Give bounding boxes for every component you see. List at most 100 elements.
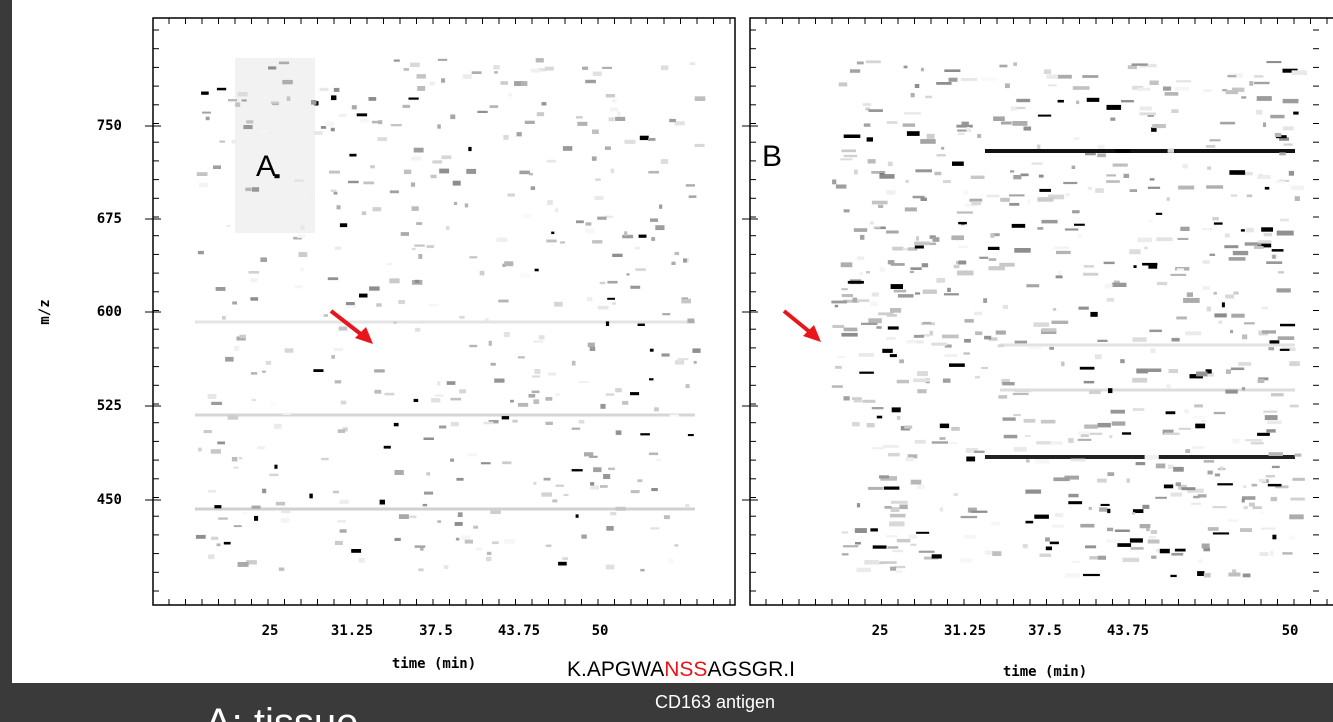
x-tick-label: 50 <box>1282 623 1299 639</box>
spot <box>1094 354 1102 360</box>
spot <box>210 449 221 454</box>
spot <box>1280 323 1296 327</box>
spot <box>1152 124 1166 129</box>
spot <box>390 124 402 127</box>
spot <box>693 360 697 364</box>
spot <box>922 289 937 294</box>
spot <box>493 65 500 70</box>
spot <box>418 568 424 572</box>
x-tick-label: 43.75 <box>498 623 540 639</box>
y-tick-label: 750 <box>97 118 122 134</box>
spot <box>571 427 581 430</box>
spot <box>630 490 640 494</box>
spot <box>473 525 479 529</box>
spot <box>879 267 885 272</box>
spot <box>428 304 439 307</box>
spot <box>386 263 393 266</box>
spot <box>939 437 946 440</box>
spot <box>879 174 895 179</box>
spot <box>904 207 917 212</box>
spot <box>571 360 576 366</box>
spot <box>910 543 917 546</box>
spot <box>1186 292 1193 297</box>
spot <box>887 260 895 265</box>
spot <box>593 467 602 473</box>
spot <box>1251 483 1258 487</box>
spot <box>538 335 545 340</box>
spot <box>1045 546 1052 551</box>
spot <box>967 507 977 513</box>
spot <box>882 445 899 448</box>
spot <box>1175 482 1181 487</box>
spot <box>1083 265 1094 268</box>
spot <box>926 133 935 139</box>
spot <box>313 369 324 372</box>
spot <box>1266 261 1283 264</box>
spot <box>1013 175 1022 180</box>
spot <box>371 120 379 124</box>
spot <box>889 521 905 527</box>
spot <box>896 415 901 420</box>
spot <box>1077 233 1083 238</box>
spot <box>889 354 897 358</box>
spot <box>852 297 858 303</box>
spot <box>1003 434 1018 439</box>
spot <box>841 294 853 298</box>
spot <box>356 113 368 117</box>
spot <box>450 397 461 401</box>
spot <box>445 226 450 230</box>
spot <box>393 422 399 427</box>
spot <box>1068 438 1074 443</box>
spot <box>533 340 544 343</box>
spot <box>1225 369 1231 374</box>
spot <box>533 481 537 485</box>
x-axis-title: time (min) <box>392 656 476 672</box>
spot <box>1276 288 1291 293</box>
spot <box>370 165 375 169</box>
spot <box>638 234 647 238</box>
spot <box>939 423 950 429</box>
spot <box>649 378 654 381</box>
spot <box>1274 132 1282 137</box>
spot <box>882 348 893 353</box>
spot <box>351 549 362 553</box>
spot <box>843 327 858 332</box>
spot <box>423 437 434 440</box>
spot <box>602 66 613 69</box>
spot <box>1252 506 1262 510</box>
spot <box>1213 291 1217 295</box>
spot <box>685 384 690 389</box>
spot <box>674 544 679 547</box>
spot <box>932 237 940 242</box>
spot <box>1268 347 1275 351</box>
spot <box>835 365 842 369</box>
spot <box>637 323 645 326</box>
spot <box>841 332 858 337</box>
spot <box>1002 305 1008 309</box>
spot <box>1001 121 1012 125</box>
spot <box>694 143 705 147</box>
spot <box>1167 148 1174 153</box>
spot <box>863 103 872 106</box>
spot <box>893 289 907 293</box>
spot <box>1132 377 1148 383</box>
spot <box>552 499 558 503</box>
spot <box>453 201 458 205</box>
spot <box>896 379 909 384</box>
spot <box>1004 83 1010 89</box>
spot <box>233 466 239 469</box>
spot <box>1203 572 1211 578</box>
spot <box>1083 272 1099 276</box>
spot <box>655 458 661 462</box>
spot <box>617 111 621 116</box>
spot <box>1026 284 1040 288</box>
spot <box>531 390 540 394</box>
spot <box>207 394 217 399</box>
spot <box>338 326 348 331</box>
spot <box>1038 174 1044 178</box>
spot <box>1271 465 1280 469</box>
spot <box>278 567 285 571</box>
spot <box>952 161 964 166</box>
spot <box>1010 170 1015 173</box>
spot <box>831 385 843 388</box>
